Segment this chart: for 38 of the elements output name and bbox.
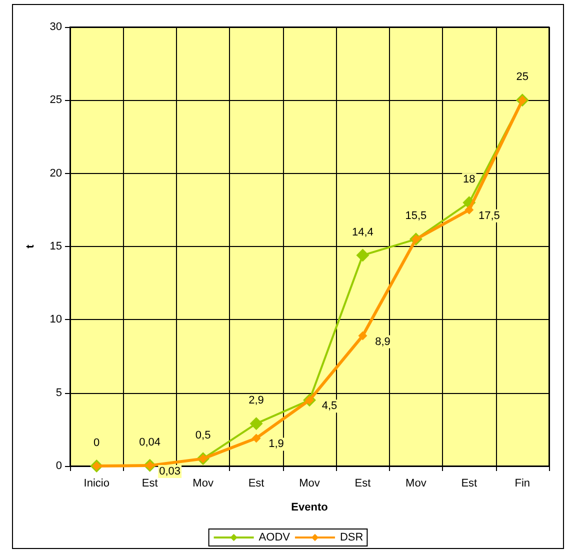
y-axis-title: t xyxy=(24,244,36,248)
data-label: 0 xyxy=(94,437,100,449)
x-tick-label: Est xyxy=(142,478,158,490)
data-label: 17,5 xyxy=(478,210,500,222)
x-tick-label: Fin xyxy=(514,478,530,490)
x-tick-label: Mov xyxy=(299,478,320,490)
x-tick-label: Est xyxy=(461,478,478,490)
y-tick-label: 10 xyxy=(50,314,62,326)
legend-label: DSR xyxy=(340,532,364,544)
x-tick-label: Inicio xyxy=(84,478,110,490)
data-label: 1,9 xyxy=(268,438,284,450)
y-tick-label: 15 xyxy=(50,240,62,252)
y-tick-label: 30 xyxy=(50,21,62,33)
x-tick-label: Mov xyxy=(192,478,214,490)
data-label: 18 xyxy=(463,174,476,186)
data-label: 0,03 xyxy=(159,466,181,478)
data-label: 14,4 xyxy=(352,226,374,238)
data-label: 8,9 xyxy=(375,336,390,348)
data-label: 0,5 xyxy=(195,430,211,442)
y-tick-label: 5 xyxy=(56,386,62,399)
data-label: 2,9 xyxy=(248,394,264,407)
point xyxy=(252,434,261,443)
y-tick-label: 25 xyxy=(50,94,62,106)
data-label: 25 xyxy=(516,71,529,84)
y-tick-label: 0 xyxy=(56,460,62,472)
x-tick-label: Mov xyxy=(406,478,427,490)
data-label: 4,5 xyxy=(322,400,338,412)
data-label: 0,04 xyxy=(139,436,161,448)
x-tick-label: Est xyxy=(248,478,264,490)
point xyxy=(464,205,474,214)
x-axis-title: Evento xyxy=(291,502,328,514)
x-tick-label: Est xyxy=(354,478,371,490)
y-tick-label: 20 xyxy=(50,167,62,180)
point xyxy=(250,417,263,430)
point xyxy=(356,248,370,262)
data-label: 15,5 xyxy=(405,210,427,222)
point xyxy=(358,331,368,340)
legend-label: AODV xyxy=(258,532,291,544)
